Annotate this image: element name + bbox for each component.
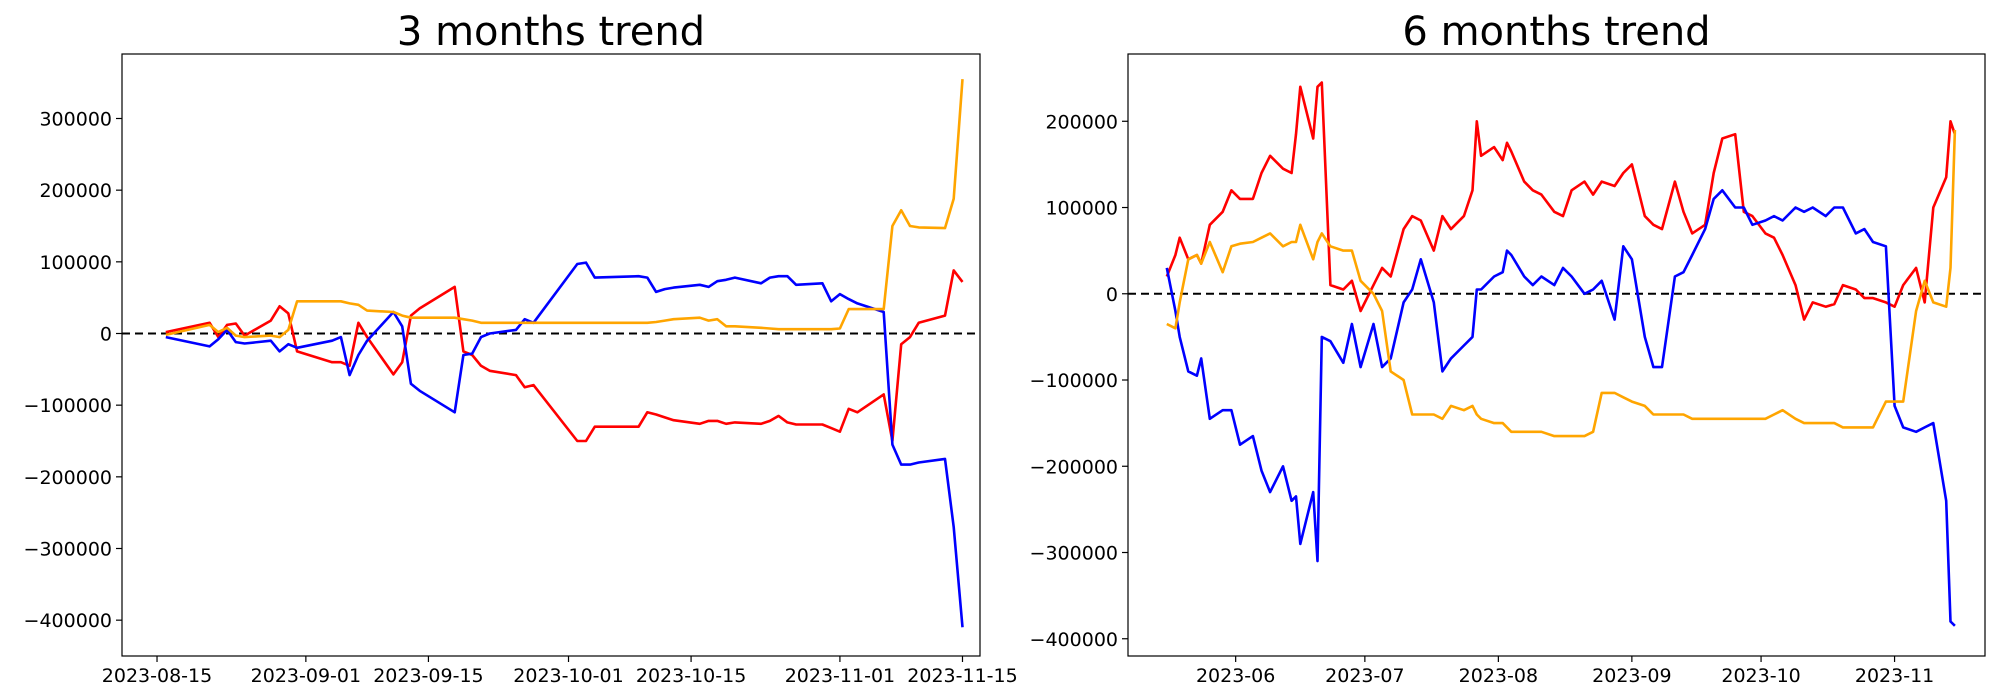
x-axis: 2023-06 2023-07 2023-08 2023-09 2023-10 2023-… bbox=[1196, 656, 1934, 687]
x-tick-label: 2023-08 bbox=[1459, 665, 1538, 687]
x-tick-label: 2023-09 bbox=[1592, 665, 1671, 687]
series-line-2 bbox=[165, 261, 964, 628]
y-tick-label: −200000 bbox=[24, 467, 112, 489]
chart-title: 3 months trend bbox=[397, 9, 705, 55]
y-axis: −400000 −300000 −200000 −100000 0 100000 20000… bbox=[1030, 111, 1128, 651]
series-line-3 bbox=[165, 79, 964, 339]
y-tick-label: −100000 bbox=[24, 395, 112, 417]
x-tick-label: 2023-09-01 bbox=[251, 665, 361, 687]
x-tick-label: 2023-06 bbox=[1196, 665, 1275, 687]
y-tick-label: 100000 bbox=[39, 252, 112, 274]
chart-panel-6-months: 6 months trend −400000 −300000 −200000 −100… bbox=[1030, 9, 1986, 687]
y-tick-label: 100000 bbox=[1045, 198, 1118, 220]
y-tick-label: 300000 bbox=[39, 109, 112, 131]
series-line-3 bbox=[1166, 129, 1957, 438]
x-tick-label: 2023-10-01 bbox=[513, 665, 623, 687]
x-tick-label: 2023-10 bbox=[1721, 665, 1800, 687]
x-axis: 2023-08-15 2023-09-01 2023-09-15 2023-10-01… bbox=[102, 656, 1018, 687]
x-tick-label: 2023-07 bbox=[1325, 665, 1404, 687]
series-line-2 bbox=[1165, 189, 1956, 627]
y-tick-label: −400000 bbox=[24, 610, 112, 632]
chart-title: 6 months trend bbox=[1402, 9, 1710, 55]
y-tick-label: 0 bbox=[1106, 284, 1118, 306]
y-tick-label: −300000 bbox=[1030, 543, 1118, 565]
series-line-1 bbox=[165, 269, 964, 443]
series-lines bbox=[165, 79, 964, 628]
series-lines bbox=[1165, 81, 1957, 627]
y-tick-label: −400000 bbox=[1030, 629, 1118, 651]
x-tick-label: 2023-08-15 bbox=[102, 665, 212, 687]
y-tick-label: 0 bbox=[100, 324, 112, 346]
y-tick-label: 200000 bbox=[39, 180, 112, 202]
y-axis: −400000 −300000 −200000 −100000 0 100000 20000… bbox=[24, 109, 122, 632]
chart-panel-3-months: 3 months trend −400000 −300000 −200000 −100… bbox=[24, 9, 1018, 687]
x-tick-label: 2023-11 bbox=[1855, 665, 1934, 687]
plot-area bbox=[1127, 53, 1986, 657]
x-tick-label: 2023-11-01 bbox=[785, 665, 895, 687]
plot-area bbox=[121, 53, 981, 657]
y-tick-label: −200000 bbox=[1030, 456, 1118, 478]
x-tick-label: 2023-10-15 bbox=[636, 665, 746, 687]
x-tick-label: 2023-09-15 bbox=[373, 665, 483, 687]
x-tick-label: 2023-11-15 bbox=[907, 665, 1017, 687]
y-tick-label: −100000 bbox=[1030, 370, 1118, 392]
y-tick-label: −300000 bbox=[24, 539, 112, 561]
series-line-1 bbox=[1165, 81, 1957, 321]
y-tick-label: 200000 bbox=[1045, 111, 1118, 133]
